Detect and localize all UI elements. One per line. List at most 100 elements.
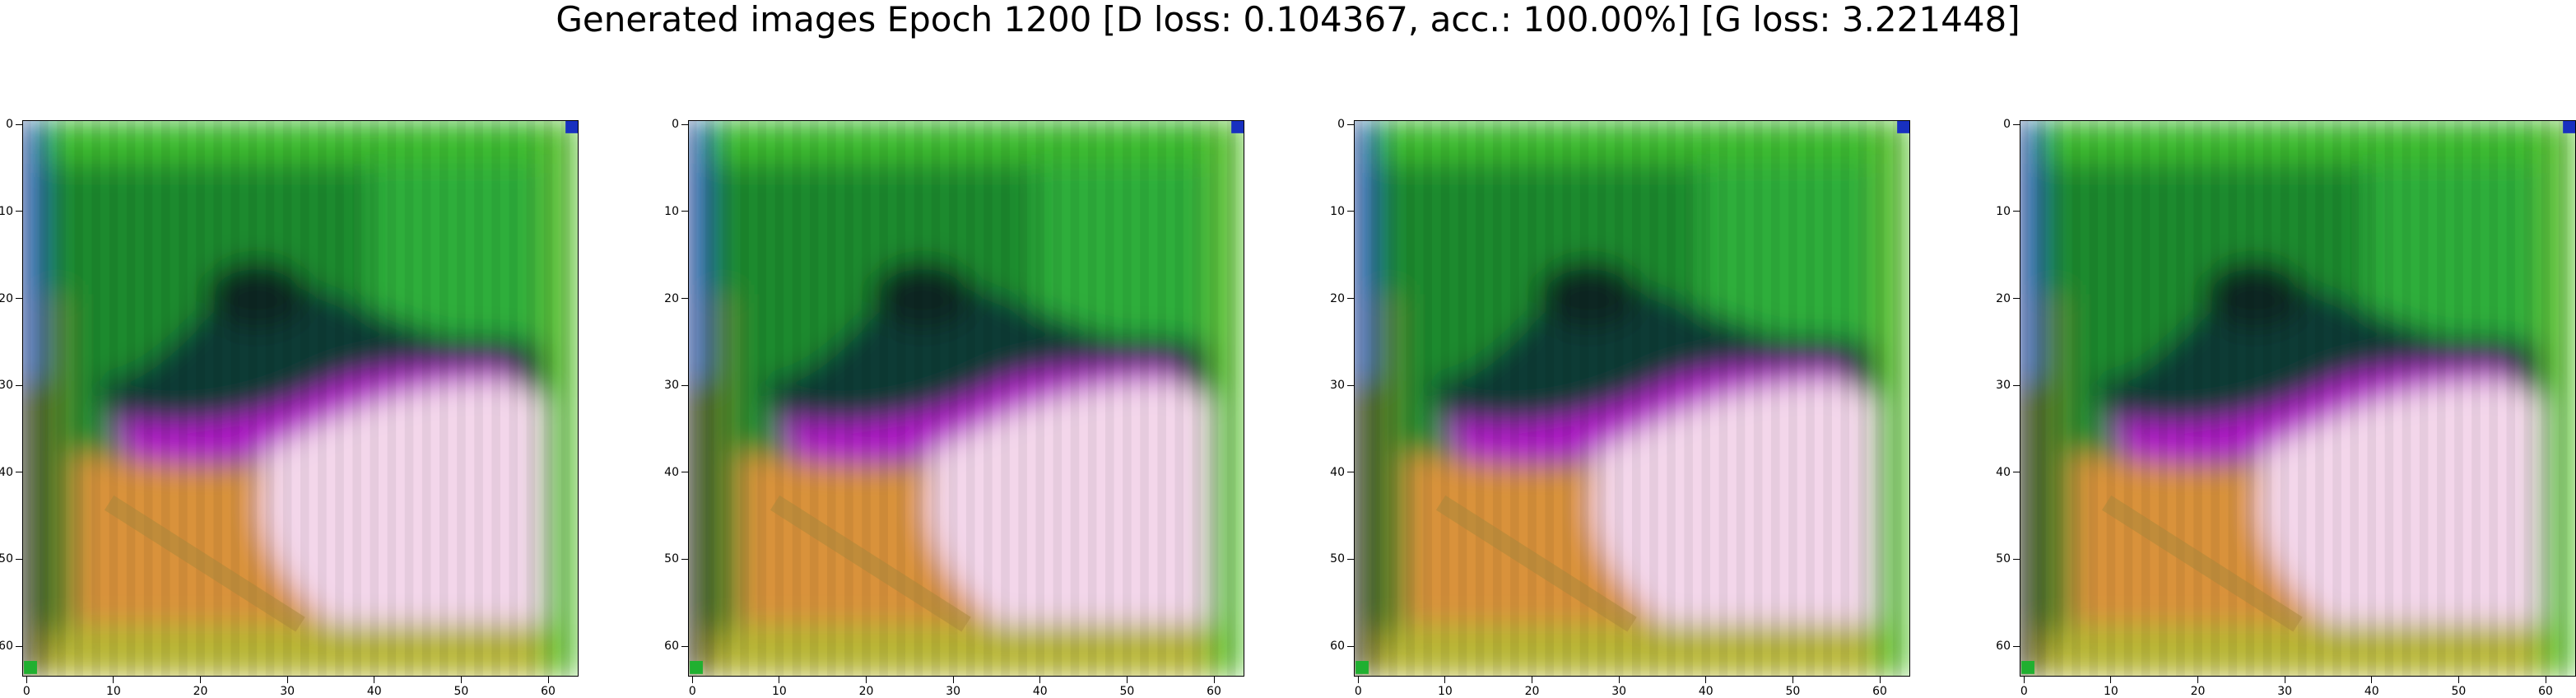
y-tick xyxy=(1347,124,1354,125)
x-tick-label: 40 xyxy=(367,685,382,698)
y-tick-label: 20 xyxy=(1330,292,1345,305)
y-tick-label: 0 xyxy=(6,118,13,131)
x-tick-label: 0 xyxy=(23,685,30,698)
x-tick-label: 30 xyxy=(1611,685,1626,698)
y-tick-label: 60 xyxy=(1330,640,1345,653)
y-tick xyxy=(16,211,22,212)
x-tick xyxy=(2024,677,2025,683)
x-tick-label: 20 xyxy=(1525,685,1540,698)
x-tick xyxy=(461,677,462,683)
x-tick-label: 60 xyxy=(1207,685,1221,698)
generated-image-pixels xyxy=(688,120,1244,677)
generated-image-pixels xyxy=(2020,120,2576,677)
y-tick-label: 0 xyxy=(2003,118,2011,131)
y-tick-label: 50 xyxy=(664,552,679,565)
y-tick-label: 50 xyxy=(1996,552,2011,565)
x-tick xyxy=(26,677,27,683)
y-tick xyxy=(16,385,22,386)
x-tick-label: 20 xyxy=(2191,685,2206,698)
x-tick-label: 60 xyxy=(2538,685,2553,698)
y-tick xyxy=(2013,559,2020,560)
x-tick xyxy=(2458,677,2459,683)
y-tick xyxy=(1347,559,1354,560)
x-tick-label: 50 xyxy=(2451,685,2466,698)
y-tick xyxy=(681,385,688,386)
y-tick-label: 60 xyxy=(664,640,679,653)
y-tick xyxy=(1347,646,1354,647)
x-tick-label: 20 xyxy=(193,685,208,698)
x-tick-label: 50 xyxy=(1785,685,1800,698)
y-tick xyxy=(681,124,688,125)
y-tick-label: 30 xyxy=(1330,379,1345,392)
y-tick xyxy=(2013,646,2020,647)
x-tick-label: 0 xyxy=(2020,685,2028,698)
y-tick xyxy=(16,124,22,125)
x-tick-label: 30 xyxy=(946,685,960,698)
x-tick xyxy=(2110,677,2111,683)
y-tick xyxy=(2013,211,2020,212)
y-tick-label: 50 xyxy=(0,552,13,565)
x-tick xyxy=(866,677,867,683)
x-tick xyxy=(1358,677,1359,683)
x-tick xyxy=(200,677,201,683)
y-tick xyxy=(1347,211,1354,212)
x-tick xyxy=(287,677,288,683)
x-tick-label: 50 xyxy=(453,685,468,698)
x-tick xyxy=(1039,677,1040,683)
y-tick xyxy=(681,559,688,560)
y-tick-label: 10 xyxy=(1996,205,2011,218)
y-tick-label: 0 xyxy=(1337,118,1345,131)
y-tick-label: 50 xyxy=(1330,552,1345,565)
x-tick-label: 20 xyxy=(859,685,874,698)
y-tick xyxy=(2013,385,2020,386)
x-tick xyxy=(953,677,954,683)
y-tick-label: 40 xyxy=(0,466,13,479)
x-tick xyxy=(548,677,549,683)
y-tick-label: 30 xyxy=(0,379,13,392)
x-tick-label: 50 xyxy=(1119,685,1134,698)
y-tick-label: 30 xyxy=(664,379,679,392)
y-tick-label: 40 xyxy=(664,466,679,479)
y-tick-label: 0 xyxy=(672,118,679,131)
x-tick xyxy=(1880,677,1881,683)
y-tick xyxy=(1347,298,1354,299)
x-tick-label: 10 xyxy=(1438,685,1453,698)
y-tick-label: 40 xyxy=(1330,466,1345,479)
y-tick xyxy=(1347,385,1354,386)
x-tick xyxy=(1214,677,1215,683)
x-tick xyxy=(113,677,114,683)
x-tick-label: 40 xyxy=(1699,685,1713,698)
x-tick xyxy=(1127,677,1128,683)
generated-image-pixels xyxy=(22,120,579,677)
y-tick xyxy=(16,298,22,299)
y-tick-label: 10 xyxy=(1330,205,1345,218)
x-tick-label: 10 xyxy=(106,685,121,698)
y-tick-label: 20 xyxy=(1996,292,2011,305)
x-tick xyxy=(1619,677,1620,683)
y-tick-label: 20 xyxy=(664,292,679,305)
x-tick-label: 10 xyxy=(2104,685,2118,698)
x-tick-label: 40 xyxy=(2364,685,2379,698)
y-tick xyxy=(16,559,22,560)
x-tick xyxy=(2371,677,2372,683)
y-tick-label: 20 xyxy=(0,292,13,305)
x-tick-label: 0 xyxy=(689,685,696,698)
y-tick-label: 30 xyxy=(1996,379,2011,392)
x-tick-label: 30 xyxy=(280,685,295,698)
x-tick xyxy=(2197,677,2198,683)
x-tick xyxy=(1444,677,1445,683)
y-tick-label: 40 xyxy=(1996,466,2011,479)
y-tick-label: 60 xyxy=(0,640,13,653)
x-tick-label: 60 xyxy=(1872,685,1887,698)
y-tick-label: 60 xyxy=(1996,640,2011,653)
x-tick-label: 60 xyxy=(541,685,556,698)
x-tick xyxy=(1705,677,1706,683)
x-tick-label: 40 xyxy=(1033,685,1048,698)
x-tick-label: 30 xyxy=(2277,685,2292,698)
y-tick xyxy=(681,298,688,299)
y-tick-label: 10 xyxy=(0,205,13,218)
